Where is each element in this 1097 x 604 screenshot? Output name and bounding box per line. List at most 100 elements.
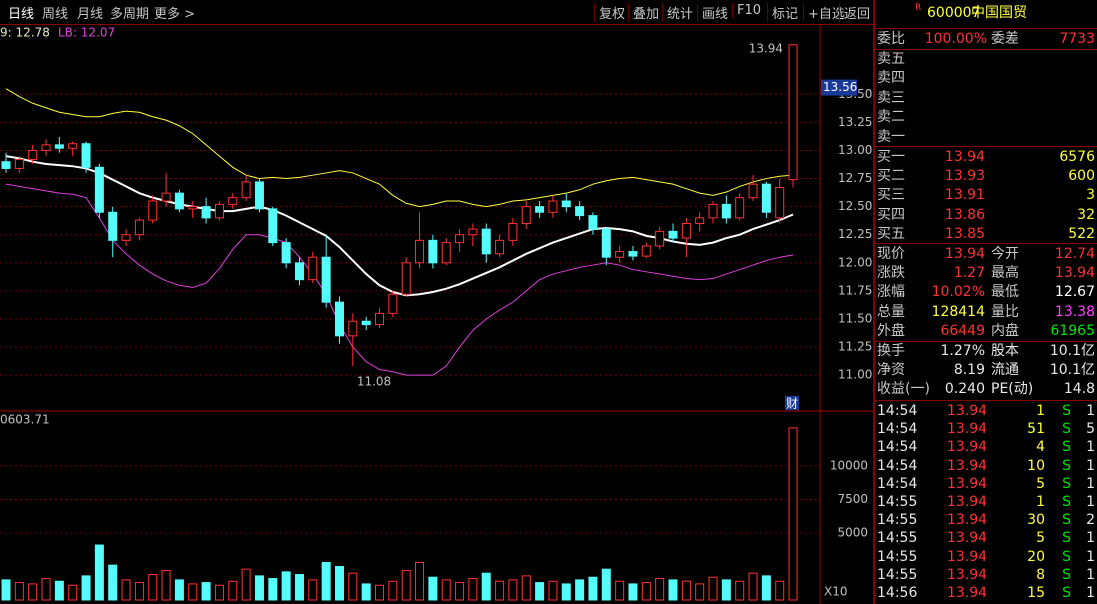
candle — [601, 226, 611, 266]
cell: 13.38 — [1054, 303, 1095, 320]
volume-bar — [41, 578, 51, 601]
candle — [788, 44, 798, 188]
cell: 14:55 — [877, 512, 918, 529]
candle-body — [1, 161, 11, 169]
volume-bar — [308, 579, 318, 601]
cell: 13.94 — [944, 149, 985, 165]
volume-bar — [228, 580, 238, 601]
toolbar-button[interactable]: 复权 — [594, 3, 625, 22]
cell: S — [1062, 548, 1071, 565]
candle — [134, 217, 144, 241]
toolbar-button[interactable]: 返回 — [839, 3, 870, 22]
y-tick-label: 12.25 — [838, 227, 872, 241]
cell: 5 — [1036, 530, 1045, 547]
candle-body — [695, 217, 705, 224]
cell: PE(动) — [991, 381, 1034, 398]
period-tab[interactable]: 日线 — [8, 7, 35, 22]
candle — [575, 201, 585, 221]
candle — [294, 257, 304, 286]
volume-bar — [695, 583, 705, 601]
quote-row: 净资 8.19 流通 10.1亿 — [877, 361, 1097, 380]
candle — [588, 212, 598, 235]
candle-body — [254, 181, 264, 210]
candle — [615, 245, 625, 263]
cell: 1 — [1086, 548, 1095, 565]
toolbar-button[interactable]: F10 — [732, 3, 761, 18]
cursor-price-bg — [821, 79, 857, 96]
cell: 股本 — [991, 343, 1019, 359]
volume-bar — [735, 580, 745, 601]
toolbar-button[interactable]: 标记 — [767, 3, 798, 22]
cell: 13.94 — [947, 421, 988, 438]
period-tab[interactable]: 多周期 — [110, 7, 150, 22]
period-tab[interactable]: 周线 — [42, 7, 69, 22]
cell: 51 — [1027, 421, 1045, 438]
cell: 13.91 — [944, 187, 985, 204]
cell: 涨幅 — [877, 284, 905, 301]
cell: 1.27 — [953, 265, 985, 282]
volume-bar — [188, 583, 198, 601]
toolbar-button[interactable]: +自选 — [803, 3, 845, 22]
volume-bar — [321, 561, 331, 601]
volume-bar — [201, 582, 211, 601]
quote-row: 买五 13.85 522 — [877, 225, 1097, 244]
cell: 13.94 — [944, 246, 985, 262]
cell: 1 — [1086, 566, 1095, 583]
volume-bar — [335, 565, 344, 601]
quote-row: 卖三 — [877, 89, 1097, 108]
volume-bar — [388, 580, 398, 601]
y-tick-label: 13.25 — [838, 115, 872, 129]
candle-body — [615, 251, 625, 258]
volume-bar — [68, 584, 78, 601]
toolbar-button[interactable]: 统计 — [662, 3, 693, 22]
volume-bar — [655, 578, 665, 601]
period-tab[interactable]: 月线 — [77, 7, 104, 22]
candle — [241, 175, 251, 202]
cell: 14:54 — [877, 475, 918, 492]
candle-body — [775, 187, 785, 219]
candle-body — [308, 256, 318, 281]
cell: 1.27% — [940, 343, 985, 359]
cell: 12.74 — [1054, 246, 1095, 262]
toolbar-button[interactable]: 画线 — [697, 3, 728, 22]
candle-body — [335, 301, 344, 337]
candle — [775, 178, 785, 224]
volume-bar — [601, 568, 611, 601]
period-tab[interactable]: 更多 > — [154, 7, 196, 22]
candle — [68, 141, 78, 157]
candle — [548, 195, 558, 218]
cell: 10.1亿 — [1049, 343, 1095, 359]
cell: 1 — [1086, 530, 1095, 547]
cell: 13.94 — [947, 530, 988, 547]
y-tick-label: 7500 — [837, 492, 868, 506]
cell: 买二 — [877, 168, 905, 185]
quote-row: 14:54 13.94 10 S 1 — [877, 457, 1097, 476]
volume-bar — [294, 574, 304, 601]
cell: 买五 — [877, 225, 905, 242]
divider — [875, 341, 1097, 342]
volume-bar — [121, 579, 131, 601]
y-tick-label: 11.75 — [838, 283, 872, 297]
header-text: R — [915, 3, 922, 13]
candle — [668, 223, 678, 243]
candle-body — [148, 200, 158, 221]
volume-bar — [495, 580, 505, 601]
candle — [335, 296, 344, 344]
cell: 13.94 — [947, 566, 988, 583]
volume-bar — [761, 575, 771, 601]
candle-body — [348, 320, 358, 337]
candle — [348, 313, 358, 367]
cell: 100.00% — [924, 31, 987, 47]
cell: S — [1062, 457, 1071, 474]
volume-bar — [268, 578, 278, 601]
candle-body — [548, 200, 558, 213]
toolbar-button[interactable]: 叠加 — [628, 3, 659, 22]
cell: S — [1062, 494, 1071, 510]
candle-body — [54, 144, 64, 149]
header-text: 中国国贸 — [971, 5, 1027, 21]
cell: S — [1062, 475, 1071, 492]
indicator-upper: 9: 12.78 — [0, 26, 50, 40]
volume-bar — [108, 564, 118, 601]
band-line — [5, 183, 794, 376]
candle — [28, 144, 38, 164]
